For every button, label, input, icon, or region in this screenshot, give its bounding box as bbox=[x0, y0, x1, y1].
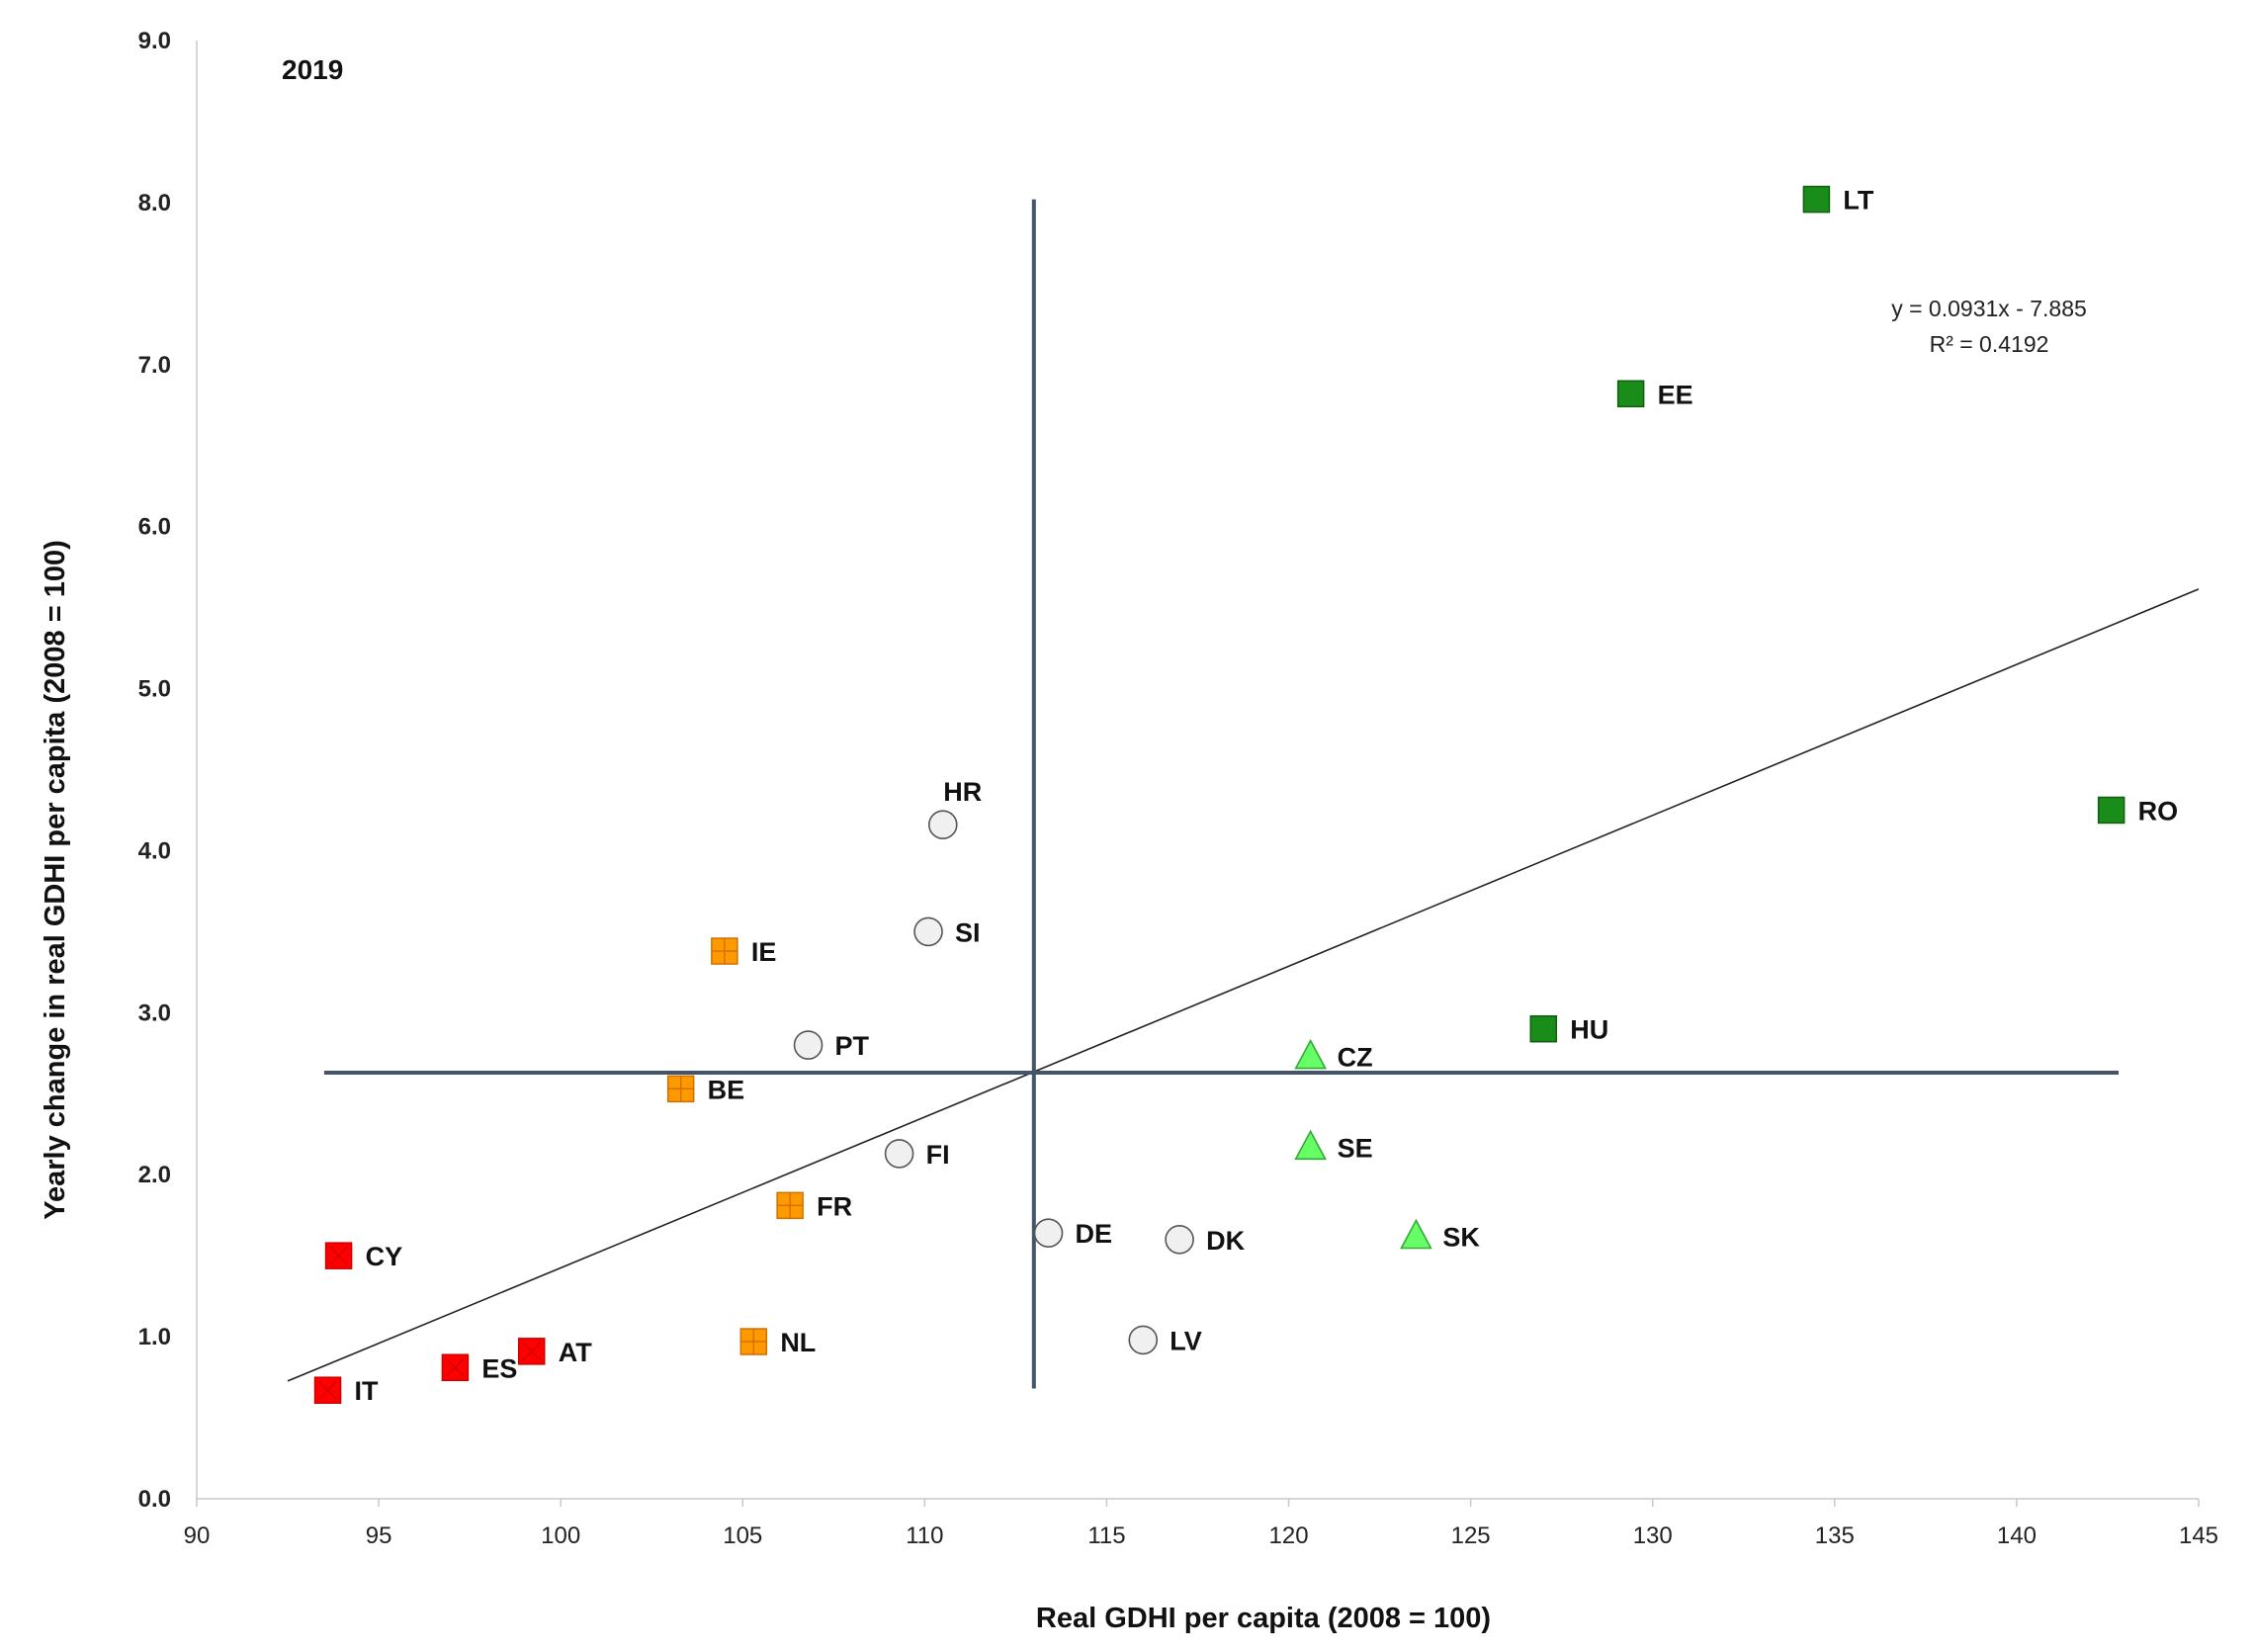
chart-title: 2019 bbox=[282, 54, 343, 85]
y-axis-title: Yearly change in real GDHI per capita (2… bbox=[40, 540, 71, 1219]
circle-marker bbox=[884, 1139, 914, 1169]
y-tick-label: 6.0 bbox=[138, 514, 171, 541]
point-label-ee: EE bbox=[1658, 380, 1693, 409]
y-tick-label: 0.0 bbox=[138, 1486, 171, 1513]
point-label-cz: CZ bbox=[1338, 1043, 1373, 1073]
y-tick-label: 4.0 bbox=[138, 837, 171, 864]
point-label-si: SI bbox=[955, 917, 981, 947]
marker-cross-line bbox=[445, 1357, 465, 1377]
data-points-layer bbox=[313, 185, 2125, 1404]
data-point-sk bbox=[1400, 1218, 1432, 1250]
point-label-lv: LV bbox=[1170, 1326, 1202, 1355]
circle-marker bbox=[1165, 1224, 1194, 1255]
point-label-it: IT bbox=[355, 1376, 380, 1406]
data-point-ie bbox=[711, 937, 738, 965]
point-labels-layer: IT ES AT CY NL FR BE IE FI PT SI HR DE DK LV CZ SE SK HU EE… bbox=[355, 186, 2179, 1407]
x-tick-label: 125 bbox=[1451, 1522, 1491, 1549]
circle-marker bbox=[913, 916, 943, 947]
circle-marker bbox=[927, 810, 958, 840]
y-tick-label: 1.0 bbox=[138, 1324, 171, 1350]
point-label-be: BE bbox=[708, 1075, 745, 1104]
x-tick-label: 145 bbox=[2179, 1522, 2218, 1549]
y-tick-label: 9.0 bbox=[138, 28, 171, 54]
x-tick-label: 135 bbox=[1815, 1522, 1855, 1549]
trendline-r-squared: R² = 0.4192 bbox=[1930, 331, 2049, 357]
y-tick-label: 7.0 bbox=[138, 352, 171, 379]
data-point-at bbox=[517, 1338, 546, 1365]
circle-marker bbox=[793, 1030, 824, 1060]
data-point-cz bbox=[1294, 1038, 1327, 1070]
triangle-marker bbox=[1400, 1218, 1432, 1250]
triangle-marker bbox=[1294, 1038, 1327, 1070]
x-tick-label: 105 bbox=[723, 1522, 762, 1549]
data-point-de bbox=[1033, 1218, 1064, 1249]
point-label-ro: RO bbox=[2138, 796, 2179, 826]
trendline bbox=[287, 588, 2200, 1382]
marker-cross-line bbox=[522, 1342, 542, 1361]
data-point-nl bbox=[739, 1328, 768, 1355]
y-tick-label: 5.0 bbox=[138, 676, 171, 703]
triangle-marker bbox=[1294, 1129, 1327, 1161]
data-point-se bbox=[1294, 1129, 1327, 1161]
marker-cross-line bbox=[318, 1380, 338, 1400]
point-label-at: AT bbox=[559, 1338, 592, 1367]
data-point-si bbox=[913, 916, 943, 947]
x-tick-label: 115 bbox=[1087, 1522, 1125, 1549]
point-label-se: SE bbox=[1338, 1133, 1373, 1163]
point-label-sk: SK bbox=[1442, 1223, 1480, 1253]
point-label-es: ES bbox=[481, 1353, 517, 1383]
point-label-pt: PT bbox=[835, 1031, 870, 1061]
data-point-it bbox=[313, 1376, 342, 1404]
data-point-hu bbox=[1529, 1014, 1558, 1043]
data-point-hr bbox=[927, 810, 958, 840]
point-label-fr: FR bbox=[817, 1191, 852, 1221]
x-tick-label: 120 bbox=[1269, 1522, 1309, 1549]
quadrant-lines-layer bbox=[323, 199, 2119, 1389]
data-point-cy bbox=[324, 1242, 353, 1269]
point-label-ie: IE bbox=[751, 937, 777, 967]
data-point-lv bbox=[1128, 1325, 1159, 1355]
point-label-de: DE bbox=[1076, 1219, 1113, 1249]
data-point-pt bbox=[793, 1030, 824, 1060]
point-label-cy: CY bbox=[366, 1242, 403, 1271]
x-tick-label: 95 bbox=[366, 1522, 392, 1549]
square-marker bbox=[1529, 1014, 1558, 1043]
data-point-es bbox=[441, 1353, 470, 1381]
trendline-layer bbox=[287, 588, 2200, 1382]
circle-marker bbox=[1128, 1325, 1159, 1355]
data-point-dk bbox=[1165, 1224, 1194, 1255]
data-point-ro bbox=[2097, 796, 2125, 825]
x-tick-label: 110 bbox=[906, 1522, 943, 1549]
y-tick-label: 2.0 bbox=[138, 1162, 171, 1188]
square-marker bbox=[1802, 185, 1831, 214]
x-tick-label: 140 bbox=[1997, 1522, 2037, 1549]
trendline-equation: y = 0.0931x - 7.885 bbox=[1891, 296, 2087, 321]
square-marker bbox=[1616, 380, 1645, 408]
point-label-lt: LT bbox=[1843, 186, 1873, 216]
x-tick-label: 90 bbox=[184, 1522, 211, 1549]
data-point-fi bbox=[884, 1139, 914, 1169]
point-label-nl: NL bbox=[780, 1328, 816, 1357]
x-axis-title: Real GDHI per capita (2008 = 100) bbox=[1036, 1603, 1491, 1634]
x-tick-label: 130 bbox=[1633, 1522, 1673, 1549]
square-marker bbox=[2097, 796, 2125, 825]
data-point-ee bbox=[1616, 380, 1645, 408]
marker-cross-line bbox=[329, 1246, 349, 1265]
point-label-hu: HU bbox=[1570, 1015, 1608, 1045]
data-point-lt bbox=[1802, 185, 1831, 214]
y-tick-label: 8.0 bbox=[138, 190, 171, 217]
x-tick-label: 100 bbox=[541, 1522, 580, 1549]
y-tick-label: 3.0 bbox=[138, 1000, 171, 1026]
data-point-fr bbox=[776, 1191, 804, 1220]
axes-layer: 90 95 100 105 110 115 120 125 130 135 140 145 0.0 1.0… bbox=[138, 28, 2218, 1549]
point-label-fi: FI bbox=[926, 1140, 950, 1170]
point-label-dk: DK bbox=[1206, 1226, 1245, 1256]
data-point-be bbox=[666, 1075, 695, 1103]
circle-marker bbox=[1033, 1218, 1064, 1249]
point-label-hr: HR bbox=[943, 777, 982, 807]
